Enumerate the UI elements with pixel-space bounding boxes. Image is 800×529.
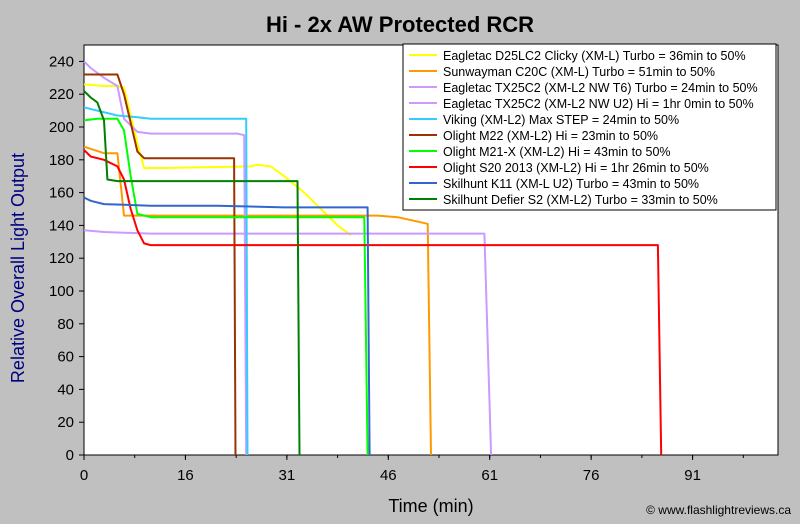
y-tick-label: 140	[49, 217, 74, 234]
x-tick-label: 46	[380, 467, 397, 484]
y-tick-label: 120	[49, 250, 74, 267]
x-tick-label: 91	[684, 467, 701, 484]
legend: Eagletac D25LC2 Clicky (XM-L) Turbo = 36…	[402, 43, 777, 211]
series-line-2	[83, 145, 432, 456]
x-tick-label: 16	[177, 467, 194, 484]
x-tick-label: 31	[279, 467, 296, 484]
legend-entry: Eagletac TX25C2 (XM-L2 NW U2) Hi = 1hr 0…	[443, 97, 754, 111]
y-tick-label: 160	[49, 185, 74, 202]
series-line-9	[83, 196, 371, 456]
x-axis: 0 16 31 46 61 76 91	[80, 455, 744, 484]
legend-entry: Eagletac TX25C2 (XM-L2 NW T6) Turbo = 24…	[443, 81, 758, 95]
legend-entry: Skilhunt K11 (XM-L U2) Turbo = 43min to …	[443, 177, 699, 191]
x-tick-label: 76	[583, 467, 600, 484]
legend-entry: Viking (XM-L2) Max STEP = 24min to 50%	[443, 113, 679, 127]
x-tick-label: 61	[481, 467, 498, 484]
x-tick-label: 0	[80, 467, 88, 484]
series-line-1	[83, 83, 352, 237]
series-line-6	[84, 73, 237, 456]
y-tick-label: 240	[49, 53, 74, 70]
legend-entry: Olight M21-X (XM-L2) Hi = 43min to 50%	[443, 145, 671, 159]
legend-box	[402, 43, 777, 211]
legend-entry: Skilhunt Defier S2 (XM-L2) Turbo = 33min…	[443, 193, 718, 207]
legend-entry: Olight S20 2013 (XM-L2) Hi = 1hr 26min t…	[443, 161, 709, 175]
copyright-notice: © www.flashlightreviews.ca	[646, 503, 791, 517]
legend-entry: Sunwayman C20C (XM-L) Turbo = 51min to 5…	[443, 65, 715, 79]
y-axis-label: Relative Overall Light Output	[8, 153, 28, 383]
series-line-10	[83, 90, 301, 456]
y-axis: 0 20 40 60 80 100 120 140 160 180 200 220 240	[49, 53, 84, 464]
series-line-7	[83, 117, 369, 456]
y-tick-label: 60	[57, 349, 74, 366]
y-tick-label: 200	[49, 119, 74, 136]
y-tick-label: 20	[57, 414, 74, 431]
y-tick-label: 0	[66, 447, 74, 464]
chart-title: Hi - 2x AW Protected RCR	[266, 12, 534, 37]
series-line-4	[83, 229, 493, 456]
legend-entry: Eagletac D25LC2 Clicky (XM-L) Turbo = 36…	[443, 49, 746, 63]
y-tick-label: 80	[57, 316, 74, 333]
y-tick-label: 100	[49, 283, 74, 300]
y-tick-label: 40	[57, 381, 74, 398]
x-axis-label: Time (min)	[388, 496, 473, 516]
y-tick-label: 220	[49, 86, 74, 103]
y-tick-label: 180	[49, 152, 74, 169]
legend-entry: Olight M22 (XM-L2) Hi = 23min to 50%	[443, 129, 658, 143]
series-lines	[83, 60, 663, 456]
